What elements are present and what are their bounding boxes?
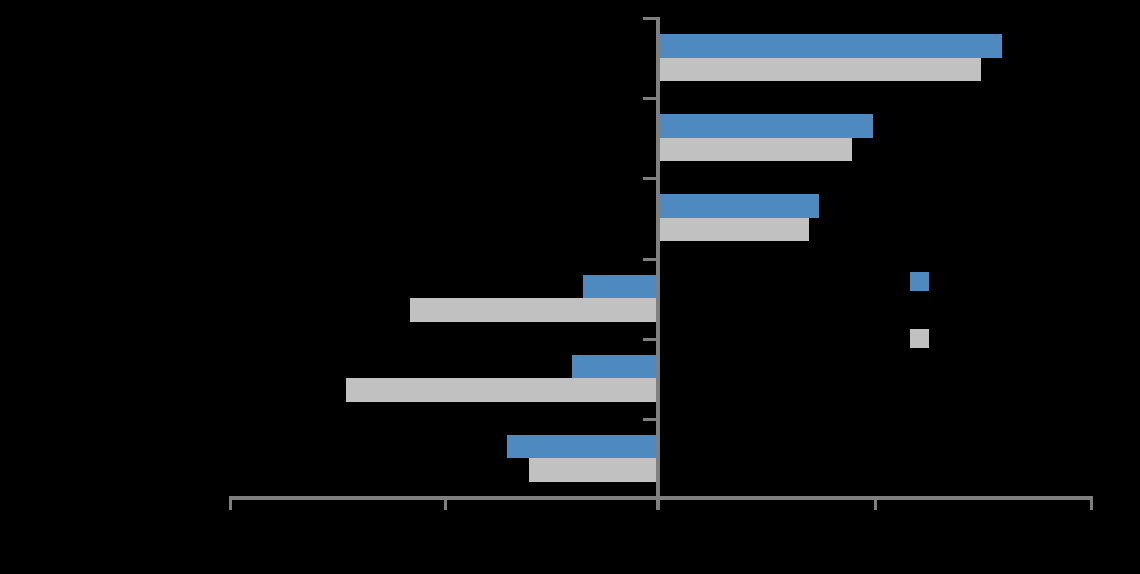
bar-series2-category5 — [345, 378, 656, 402]
bar-series2-category2 — [660, 137, 852, 162]
bar-series1-category4 — [582, 274, 656, 298]
bar-series1-category3 — [660, 194, 820, 218]
category-tick — [643, 17, 656, 20]
category-tick — [643, 338, 656, 341]
legend-swatch-series2 — [910, 329, 929, 348]
value-tick — [228, 496, 232, 510]
bar-series2-category3 — [660, 217, 809, 242]
bar-series1-category6 — [507, 434, 656, 459]
bar-series2-category6 — [528, 458, 656, 482]
value-tick — [873, 496, 877, 510]
category-tick — [643, 258, 656, 261]
bar-series2-category1 — [660, 57, 981, 81]
legend-swatch-series1 — [910, 272, 929, 291]
bar-series1-category5 — [571, 354, 656, 379]
category-axis-line — [656, 17, 660, 510]
bar-series1-category2 — [660, 114, 874, 138]
bar-series2-category4 — [410, 298, 656, 322]
category-tick — [643, 97, 656, 100]
category-tick — [643, 418, 656, 421]
value-axis-line — [230, 496, 1093, 500]
value-tick — [1089, 496, 1093, 510]
value-tick — [443, 496, 447, 510]
bar-series1-category1 — [660, 34, 1003, 58]
category-tick — [643, 177, 656, 180]
